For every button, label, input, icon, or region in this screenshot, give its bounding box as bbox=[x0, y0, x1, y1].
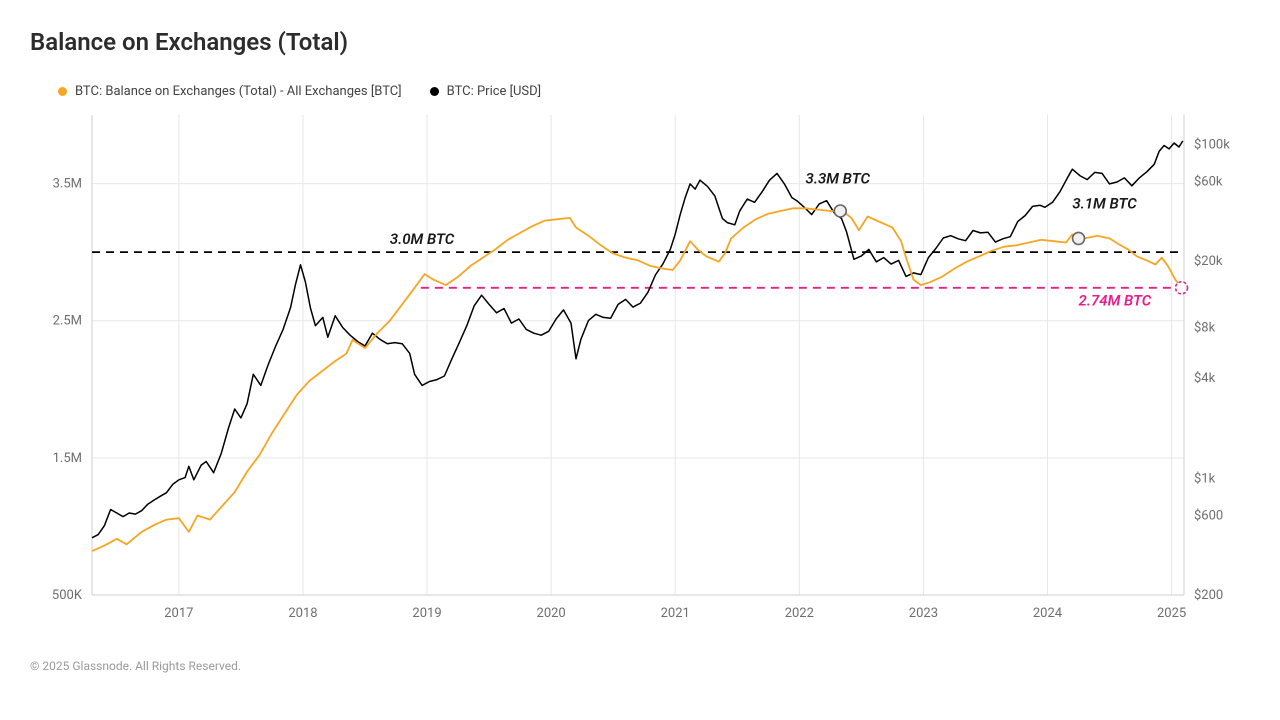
svg-text:$4k: $4k bbox=[1194, 371, 1216, 386]
svg-text:3.5M: 3.5M bbox=[53, 177, 82, 192]
svg-text:$1k: $1k bbox=[1194, 471, 1216, 486]
svg-text:2.74M BTC: 2.74M BTC bbox=[1079, 292, 1152, 310]
svg-text:2017: 2017 bbox=[164, 606, 193, 621]
svg-text:$600: $600 bbox=[1194, 508, 1223, 523]
legend-label-balance: BTC: Balance on Exchanges (Total) - All … bbox=[75, 84, 402, 99]
svg-text:3.1M BTC: 3.1M BTC bbox=[1072, 194, 1137, 212]
chart: 3.0M BTC 3.3M BTC 3.1M BTC 2.74M BTC 500K 1.5… bbox=[30, 105, 1250, 645]
legend: BTC: Balance on Exchanges (Total) - All … bbox=[58, 84, 1250, 99]
svg-text:2020: 2020 bbox=[537, 606, 566, 621]
svg-text:$20k: $20k bbox=[1194, 254, 1223, 269]
legend-item-price: BTC: Price [USD] bbox=[430, 84, 542, 99]
svg-text:2021: 2021 bbox=[661, 606, 690, 621]
svg-text:500K: 500K bbox=[52, 588, 83, 603]
svg-text:2025: 2025 bbox=[1157, 606, 1186, 621]
svg-text:3.3M BTC: 3.3M BTC bbox=[806, 170, 871, 188]
svg-text:$200: $200 bbox=[1194, 588, 1223, 603]
svg-text:$60k: $60k bbox=[1194, 174, 1223, 189]
chart-svg: 3.0M BTC 3.3M BTC 3.1M BTC 2.74M BTC 500K 1.5… bbox=[30, 105, 1250, 645]
legend-item-balance: BTC: Balance on Exchanges (Total) - All … bbox=[58, 84, 402, 99]
svg-text:$100k: $100k bbox=[1194, 137, 1230, 152]
svg-text:2.5M: 2.5M bbox=[53, 314, 82, 329]
svg-text:2018: 2018 bbox=[288, 606, 317, 621]
svg-text:2019: 2019 bbox=[412, 606, 441, 621]
svg-text:2023: 2023 bbox=[909, 606, 938, 621]
legend-label-price: BTC: Price [USD] bbox=[447, 84, 542, 99]
svg-text:$8k: $8k bbox=[1194, 321, 1216, 336]
svg-text:1.5M: 1.5M bbox=[53, 451, 82, 466]
chart-title: Balance on Exchanges (Total) bbox=[30, 28, 1250, 56]
svg-text:2024: 2024 bbox=[1033, 606, 1063, 621]
legend-dot-balance bbox=[58, 87, 67, 96]
copyright-caption: © 2025 Glassnode. All Rights Reserved. bbox=[30, 659, 1250, 673]
legend-dot-price bbox=[430, 87, 439, 96]
svg-text:2022: 2022 bbox=[785, 606, 814, 621]
svg-text:3.0M BTC: 3.0M BTC bbox=[390, 230, 455, 248]
